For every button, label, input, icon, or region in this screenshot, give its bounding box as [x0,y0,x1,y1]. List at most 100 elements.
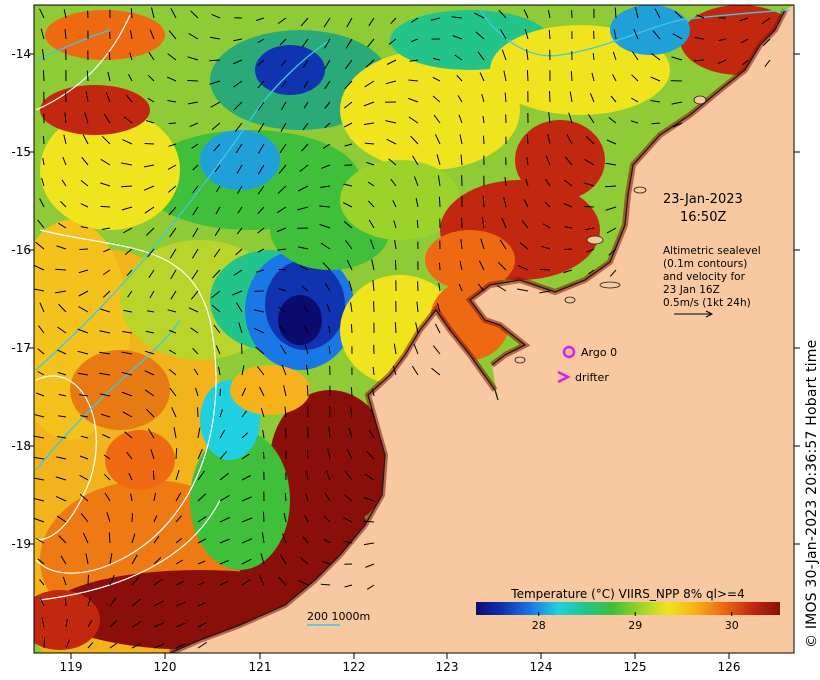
velocity-arrow [147,97,155,103]
velocity-arrow [124,248,133,255]
velocity-arrow [459,261,463,271]
velocity-arrow [175,538,183,544]
velocity-arrow [65,598,67,607]
velocity-arrow [475,31,485,40]
velocity-arrow [103,454,111,460]
velocity-arrow [458,283,463,292]
velocity-arrow [197,493,207,502]
velocity-arrow [350,324,353,334]
velocity-arrow [109,574,115,586]
velocity-arrow [58,303,67,313]
velocity-arrow [612,74,617,82]
velocity-arrow [257,101,265,111]
velocity-arrow [393,220,397,229]
velocity-arrow [153,600,164,607]
velocity-arrow [192,164,199,171]
velocity-arrow [303,101,309,109]
velocity-arrow [460,154,463,166]
velocity-arrow [108,532,111,544]
depth-contours [35,9,791,471]
velocity-arrow [85,553,89,565]
velocity-arrow [319,205,331,208]
velocity-arrow [348,427,353,439]
velocity-arrow [219,516,231,523]
argo-marker-icon [562,345,576,359]
velocity-arrow [197,622,207,628]
velocity-arrow [547,133,551,145]
velocity-arrow [363,542,375,546]
velocity-arrow [366,161,375,166]
velocity-arrow [394,322,397,334]
velocity-arrow [481,93,485,103]
velocity-arrow [482,115,485,124]
velocity-arrow [548,112,551,124]
velocity-arrow [219,538,230,544]
velocity-arrow [99,393,111,397]
velocity-arrow [175,448,178,460]
velocity-arrow [544,201,551,208]
velocity-arrow [304,344,309,355]
velocity-arrow [344,143,353,147]
lat-tick-label: -16 [11,243,31,257]
velocity-arrow [438,282,441,292]
velocity-arrow [363,122,375,125]
velocity-arrow [279,143,287,154]
velocity-arrow [57,349,67,355]
velocity-arrow [219,409,223,418]
lon-tick-label: 121 [249,660,272,674]
velocity-arrow [188,307,199,313]
velocity-arrow [671,101,683,105]
velocity-arrow [525,178,529,187]
velocity-arrow [302,59,309,69]
velocity-arrow [432,76,441,82]
coastline [169,9,786,653]
velocity-arrow [189,122,199,128]
velocity-arrow [42,157,45,166]
velocity-arrow [324,80,331,90]
velocity-arrow [64,29,67,40]
velocity-arrow [586,248,595,253]
velocity-arrow [126,451,133,460]
velocity-arrow [144,370,155,376]
velocity-arrow [219,581,228,586]
velocity-arrow [130,8,133,19]
velocity-arrow [195,387,199,397]
velocity-arrow [218,366,221,376]
velocity-arrow [390,178,397,187]
colorbar-tick-label: 30 [725,619,739,632]
lat-tick-label: -19 [11,537,31,551]
velocity-arrow [39,198,45,208]
velocity-arrow [80,435,89,439]
velocity-arrow [121,391,133,397]
islands [514,95,707,364]
date-label: 23-Jan-2023 [663,192,743,207]
velocity-arrow [168,30,177,40]
velocity-arrow [614,7,617,19]
velocity-arrow [80,226,89,229]
velocity-arrow [79,394,89,397]
velocity-arrow [739,17,749,22]
velocity-arrow [235,302,243,313]
velocity-arrow [58,393,67,397]
velocity-arrow [343,540,353,544]
velocity-arrow [79,474,89,481]
note-line: (0.1m contours) [663,258,747,270]
velocity-arrow [153,535,160,544]
velocity-arrow [278,306,287,313]
velocity-arrow [740,38,749,44]
velocity-arrow [517,265,529,271]
velocity-arrow [241,579,251,586]
velocity-arrow [102,434,111,439]
velocity-arrow [262,511,265,523]
velocity-arrow [256,17,265,21]
velocity-arrow [173,427,177,439]
lon-tick-label: 126 [718,660,741,674]
velocity-arrow [328,325,331,334]
velocity-arrow [168,368,177,376]
velocity-arrow [564,248,573,250]
velocity-arrow [319,223,331,229]
velocity-arrow [392,200,397,208]
velocity-arrow [86,70,89,82]
velocity-arrow [84,112,89,124]
velocity-arrow [301,143,309,152]
